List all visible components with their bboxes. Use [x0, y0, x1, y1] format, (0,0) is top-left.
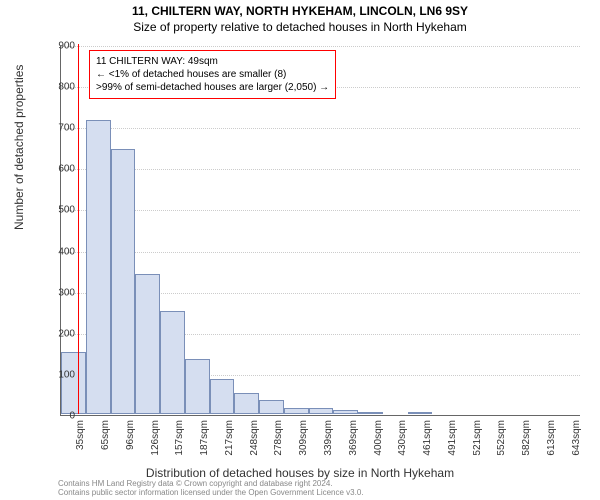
chart-area: 11 CHILTERN WAY: 49sqm← <1% of detached … — [60, 46, 580, 416]
x-tick-label: 248sqm — [249, 420, 260, 456]
x-tick-label: 552sqm — [496, 420, 507, 456]
histogram-bar — [210, 379, 235, 414]
gridline — [61, 128, 580, 129]
footer-line1: Contains HM Land Registry data © Crown c… — [58, 479, 364, 489]
x-tick-label: 643sqm — [571, 420, 582, 456]
x-tick-label: 400sqm — [373, 420, 384, 456]
y-tick-label: 400 — [58, 246, 75, 257]
x-tick-label: 35sqm — [75, 420, 86, 450]
y-axis-label: Number of detached properties — [12, 65, 26, 230]
x-tick-label: 309sqm — [298, 420, 309, 456]
reference-line — [78, 44, 79, 414]
annotation-line: ← <1% of detached houses are smaller (8) — [96, 68, 329, 81]
x-tick-label: 521sqm — [472, 420, 483, 456]
footer-attribution: Contains HM Land Registry data © Crown c… — [58, 479, 364, 498]
x-tick-label: 278sqm — [273, 420, 284, 456]
y-tick-label: 700 — [58, 123, 75, 134]
x-tick-label: 491sqm — [447, 420, 458, 456]
x-tick-label: 613sqm — [546, 420, 557, 456]
histogram-bar — [259, 400, 284, 414]
annotation-box: 11 CHILTERN WAY: 49sqm← <1% of detached … — [89, 50, 336, 99]
y-tick-label: 100 — [58, 369, 75, 380]
histogram-bar — [111, 149, 136, 414]
x-tick-label: 65sqm — [100, 420, 111, 450]
gridline — [61, 210, 580, 211]
annotation-line: >99% of semi-detached houses are larger … — [96, 81, 329, 94]
chart-container: 11, CHILTERN WAY, NORTH HYKEHAM, LINCOLN… — [0, 0, 600, 500]
histogram-bar — [333, 410, 358, 414]
histogram-bar — [135, 274, 160, 414]
title-subtitle: Size of property relative to detached ho… — [0, 18, 600, 34]
x-tick-label: 369sqm — [348, 420, 359, 456]
histogram-bar — [185, 359, 210, 415]
histogram-bar — [234, 393, 259, 414]
x-tick-label: 217sqm — [224, 420, 235, 456]
y-tick-label: 900 — [58, 41, 75, 52]
gridline — [61, 169, 580, 170]
x-tick-label: 339sqm — [323, 420, 334, 456]
y-tick-label: 200 — [58, 328, 75, 339]
histogram-bar — [160, 311, 185, 414]
histogram-bar — [358, 412, 383, 414]
gridline — [61, 46, 580, 47]
title-address: 11, CHILTERN WAY, NORTH HYKEHAM, LINCOLN… — [0, 0, 600, 18]
histogram-bar — [309, 408, 334, 414]
x-tick-label: 461sqm — [422, 420, 433, 456]
gridline — [61, 252, 580, 253]
histogram-bar — [408, 412, 433, 414]
y-tick-label: 600 — [58, 164, 75, 175]
y-tick-label: 300 — [58, 287, 75, 298]
x-tick-label: 582sqm — [521, 420, 532, 456]
y-tick-label: 800 — [58, 82, 75, 93]
y-tick-label: 500 — [58, 205, 75, 216]
histogram-bar — [61, 352, 86, 414]
x-tick-label: 126sqm — [150, 420, 161, 456]
plot-region: 11 CHILTERN WAY: 49sqm← <1% of detached … — [60, 46, 580, 416]
x-tick-label: 187sqm — [199, 420, 210, 456]
annotation-line: 11 CHILTERN WAY: 49sqm — [96, 55, 329, 68]
x-tick-label: 96sqm — [125, 420, 136, 450]
histogram-bar — [284, 408, 309, 414]
x-tick-label: 430sqm — [397, 420, 408, 456]
histogram-bar — [86, 120, 111, 414]
x-tick-label: 157sqm — [174, 420, 185, 456]
footer-line2: Contains public sector information licen… — [58, 488, 364, 498]
